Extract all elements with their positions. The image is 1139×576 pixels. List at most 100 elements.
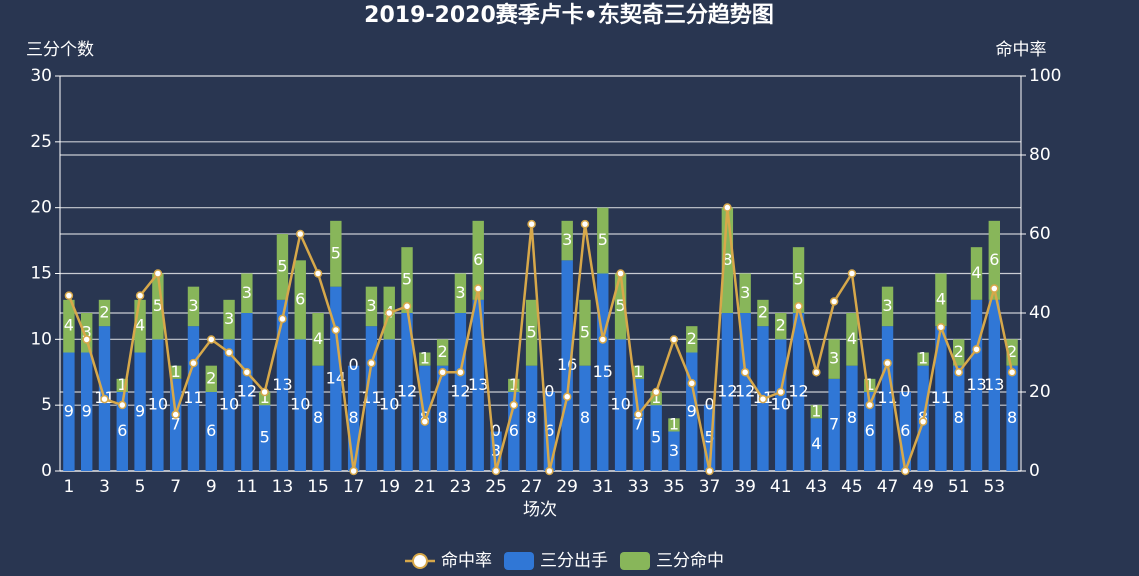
bar (775, 339, 787, 471)
bar (881, 326, 894, 471)
x-tick-label: 27 (521, 477, 543, 497)
legend-marker (412, 553, 428, 569)
line-point (669, 335, 679, 344)
value-label: 1 (865, 375, 875, 394)
line-point (616, 269, 625, 278)
x-tick-label: 31 (592, 477, 614, 497)
value-label: 12 (450, 382, 470, 401)
value-label: 3 (829, 349, 839, 368)
line-point (509, 400, 519, 410)
line-point (456, 368, 465, 377)
value-label: 12 (237, 382, 257, 401)
value-label: 6 (989, 250, 999, 269)
legend-swatch (620, 552, 650, 570)
line-point (562, 392, 572, 401)
bar (917, 352, 929, 366)
bar (294, 339, 306, 471)
x-tick-label: 35 (663, 477, 685, 497)
bar (454, 313, 467, 471)
value-label: 6 (509, 421, 519, 440)
bar (970, 247, 983, 300)
value-label: 5 (153, 296, 163, 315)
line-point (634, 410, 643, 419)
value-label: 2 (438, 342, 448, 361)
bar (169, 365, 182, 379)
bar (739, 313, 751, 471)
value-label: 1 (918, 349, 928, 368)
bar (508, 392, 520, 471)
value-label: 6 (295, 289, 305, 308)
bar (258, 405, 271, 471)
line-point (64, 291, 74, 300)
line-point (812, 368, 821, 377)
bar (152, 339, 164, 471)
y-axis-title: 三分个数 (26, 40, 94, 60)
value-label: 5 (793, 270, 803, 289)
line-point (883, 358, 892, 368)
value-label: 9 (64, 401, 74, 420)
value-label: 1 (171, 362, 181, 381)
value-label: 8 (313, 408, 323, 427)
x-tick-label: 11 (236, 477, 258, 497)
bar (223, 339, 235, 471)
bar (276, 299, 289, 471)
value-label: 3 (740, 283, 750, 302)
value-label: 3 (491, 441, 501, 460)
bar (365, 286, 378, 327)
bar (365, 326, 378, 471)
value-label: 3 (242, 283, 252, 302)
value-label: 12 (717, 382, 737, 401)
value-label: 3 (224, 309, 234, 328)
value-label: 11 (183, 388, 203, 407)
bar (970, 299, 983, 471)
y-tick-label: 30 (30, 66, 52, 86)
line-point (865, 400, 874, 410)
bar (579, 299, 591, 366)
line-point (918, 417, 928, 426)
line-point (651, 387, 661, 397)
bar (187, 286, 200, 327)
bar (561, 220, 573, 261)
legend-label: 命中率 (441, 551, 492, 571)
bar (490, 431, 502, 471)
legend-label: 三分出手 (540, 551, 608, 571)
line-point (207, 335, 216, 344)
value-label: 5 (598, 230, 608, 249)
x-tick-label: 9 (206, 477, 217, 497)
value-label: 2 (99, 303, 109, 322)
y-tick-label: 0 (41, 461, 52, 481)
bar (401, 247, 413, 313)
line-point (829, 297, 839, 306)
x-tick-label: 21 (414, 477, 436, 497)
value-label: 5 (580, 322, 590, 341)
value-label: 0 (704, 395, 714, 414)
bar (935, 273, 947, 327)
line-point (580, 219, 590, 229)
value-label: 8 (1007, 408, 1017, 427)
value-label: 7 (829, 414, 839, 433)
value-label: 9 (135, 401, 145, 420)
value-label: 8 (722, 250, 732, 269)
x-tick-label: 1 (63, 477, 74, 497)
value-label: 0 (900, 382, 910, 401)
value-label: 13 (468, 375, 488, 394)
y2-tick-label: 40 (1029, 303, 1051, 323)
bar (312, 313, 324, 366)
bar (276, 234, 289, 300)
x-tick-label: 17 (343, 477, 365, 497)
bar (864, 378, 876, 392)
bar (846, 365, 858, 471)
bar (205, 365, 217, 392)
value-label: 8 (527, 408, 537, 427)
value-label: 15 (593, 362, 613, 381)
value-label: 8 (580, 408, 590, 427)
bar (508, 378, 520, 392)
legend-label: 三分命中 (656, 551, 724, 571)
line-point (349, 466, 358, 476)
value-label: 3 (366, 296, 376, 315)
bar (721, 313, 734, 471)
bar (739, 273, 751, 313)
value-label: 4 (811, 434, 821, 453)
line-point (438, 368, 447, 377)
value-label: 2 (954, 342, 964, 361)
